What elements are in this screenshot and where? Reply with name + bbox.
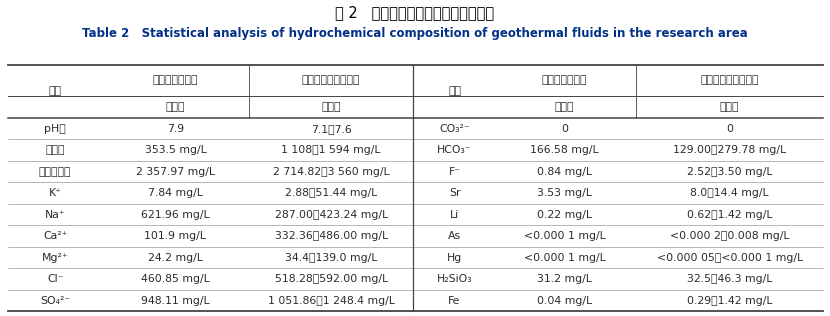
- Text: 2.88～51.44 mg/L: 2.88～51.44 mg/L: [285, 188, 377, 198]
- Text: 24.2 mg/L: 24.2 mg/L: [148, 252, 203, 263]
- Text: Cl⁻: Cl⁻: [47, 274, 63, 284]
- Text: 32.5～46.3 mg/L: 32.5～46.3 mg/L: [687, 274, 773, 284]
- Text: 8.0～14.4 mg/L: 8.0～14.4 mg/L: [691, 188, 769, 198]
- Text: 项目: 项目: [448, 86, 461, 96]
- Text: Li: Li: [450, 210, 459, 220]
- Text: 古生界碳酸盐岩热储: 古生界碳酸盐岩热储: [302, 75, 360, 85]
- Text: 古生界碳酸盐岩热储: 古生界碳酸盐岩热储: [701, 75, 759, 85]
- Text: 2 714.82～3 560 mg/L: 2 714.82～3 560 mg/L: [273, 167, 389, 177]
- Text: CO₃²⁻: CO₃²⁻: [439, 124, 470, 134]
- Text: 7.9: 7.9: [167, 124, 184, 134]
- Text: <0.000 1 mg/L: <0.000 1 mg/L: [524, 252, 605, 263]
- Text: Fe: Fe: [448, 295, 461, 306]
- Text: <0.000 2～0.008 mg/L: <0.000 2～0.008 mg/L: [670, 231, 789, 241]
- Text: 353.5 mg/L: 353.5 mg/L: [144, 145, 207, 155]
- Text: 范围値: 范围値: [321, 102, 341, 112]
- Text: 0.22 mg/L: 0.22 mg/L: [537, 210, 592, 220]
- Text: 7.1～7.6: 7.1～7.6: [310, 124, 351, 134]
- Text: Sr: Sr: [449, 188, 461, 198]
- Text: <0.000 05～<0.000 1 mg/L: <0.000 05～<0.000 1 mg/L: [657, 252, 803, 263]
- Text: 范围値: 范围値: [720, 102, 740, 112]
- Text: 总硬度: 总硬度: [46, 145, 65, 155]
- Text: 表 2   研究区地热流体水化学成分统计: 表 2 研究区地热流体水化学成分统计: [335, 5, 495, 20]
- Text: 范围値: 范围値: [554, 102, 574, 112]
- Text: 0.29～1.42 mg/L: 0.29～1.42 mg/L: [687, 295, 773, 306]
- Text: 2 357.97 mg/L: 2 357.97 mg/L: [136, 167, 215, 177]
- Text: Hg: Hg: [447, 252, 462, 263]
- Text: 34.4～139.0 mg/L: 34.4～139.0 mg/L: [285, 252, 378, 263]
- Text: 518.28～592.00 mg/L: 518.28～592.00 mg/L: [275, 274, 388, 284]
- Text: Mg²⁺: Mg²⁺: [42, 252, 69, 263]
- Text: 31.2 mg/L: 31.2 mg/L: [537, 274, 592, 284]
- Text: 0: 0: [561, 124, 568, 134]
- Text: K⁺: K⁺: [49, 188, 61, 198]
- Text: HCO₃⁻: HCO₃⁻: [437, 145, 471, 155]
- Text: SO₄²⁻: SO₄²⁻: [40, 295, 71, 306]
- Text: 0: 0: [726, 124, 733, 134]
- Text: 新生界砂岩热储: 新生界砂岩热储: [542, 75, 588, 85]
- Text: 项目: 项目: [49, 86, 61, 96]
- Text: 0.62～1.42 mg/L: 0.62～1.42 mg/L: [687, 210, 773, 220]
- Text: 621.96 mg/L: 621.96 mg/L: [141, 210, 210, 220]
- Text: As: As: [448, 231, 461, 241]
- Text: 460.85 mg/L: 460.85 mg/L: [141, 274, 210, 284]
- Text: 溶解总固体: 溶解总固体: [39, 167, 71, 177]
- Text: H₂SiO₃: H₂SiO₃: [437, 274, 472, 284]
- Text: 2.52～3.50 mg/L: 2.52～3.50 mg/L: [687, 167, 773, 177]
- Text: 287.00～423.24 mg/L: 287.00～423.24 mg/L: [275, 210, 388, 220]
- Text: 948.11 mg/L: 948.11 mg/L: [141, 295, 210, 306]
- Text: pH值: pH值: [44, 124, 66, 134]
- Text: 3.53 mg/L: 3.53 mg/L: [537, 188, 592, 198]
- Text: <0.000 1 mg/L: <0.000 1 mg/L: [524, 231, 605, 241]
- Text: 1 108～1 594 mg/L: 1 108～1 594 mg/L: [281, 145, 381, 155]
- Text: 129.00～279.78 mg/L: 129.00～279.78 mg/L: [673, 145, 786, 155]
- Text: 1 051.86～1 248.4 mg/L: 1 051.86～1 248.4 mg/L: [267, 295, 394, 306]
- Text: 7.84 mg/L: 7.84 mg/L: [148, 188, 203, 198]
- Text: 0.84 mg/L: 0.84 mg/L: [537, 167, 592, 177]
- Text: Na⁺: Na⁺: [45, 210, 66, 220]
- Text: 新生界砂岩热储: 新生界砂岩热储: [153, 75, 198, 85]
- Text: Ca²⁺: Ca²⁺: [43, 231, 67, 241]
- Text: 范围値: 范围値: [166, 102, 185, 112]
- Text: 0.04 mg/L: 0.04 mg/L: [537, 295, 592, 306]
- Text: 332.36～486.00 mg/L: 332.36～486.00 mg/L: [275, 231, 388, 241]
- Text: Table 2   Statistical analysis of hydrochemical composition of geothermal fluids: Table 2 Statistical analysis of hydroche…: [82, 27, 748, 40]
- Text: 101.9 mg/L: 101.9 mg/L: [144, 231, 207, 241]
- Text: 166.58 mg/L: 166.58 mg/L: [530, 145, 599, 155]
- Text: F⁻: F⁻: [448, 167, 461, 177]
